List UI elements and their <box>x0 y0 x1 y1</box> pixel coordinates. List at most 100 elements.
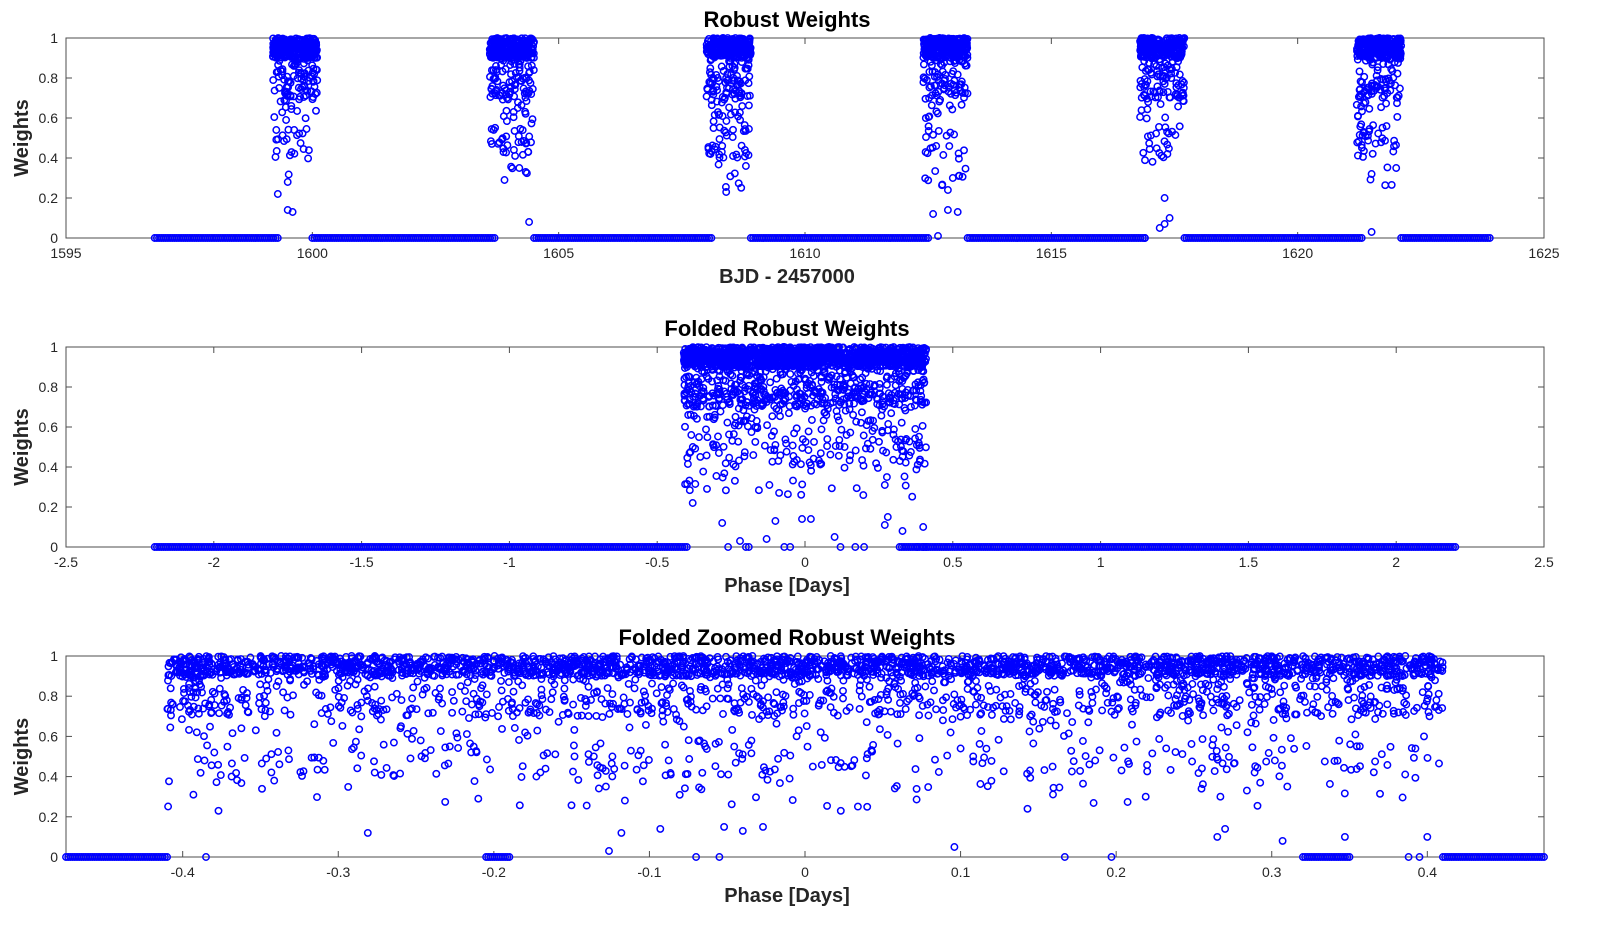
data-point <box>502 86 511 95</box>
x-tick-label: -2 <box>208 554 221 570</box>
data-point <box>502 106 511 115</box>
data-point <box>269 52 277 61</box>
data-point <box>517 77 526 86</box>
data-point <box>525 132 534 141</box>
data-point <box>519 40 527 49</box>
data-point <box>272 135 281 144</box>
data-point <box>489 74 498 83</box>
data-point <box>498 134 507 143</box>
data-point <box>507 70 515 79</box>
data-point <box>280 137 288 146</box>
x-tick-label: -1.5 <box>350 554 374 570</box>
data-point <box>721 128 730 137</box>
data-point <box>300 50 309 59</box>
data-point <box>498 51 507 60</box>
data-point <box>308 68 317 77</box>
data-point <box>273 37 281 46</box>
x-tick-label: -0.5 <box>645 554 669 570</box>
data-point <box>298 51 307 60</box>
data-point <box>285 51 294 60</box>
data-point <box>291 57 300 66</box>
x-tick-label: -1 <box>503 554 516 570</box>
data-point <box>737 183 746 192</box>
chart-title: Robust Weights <box>703 7 870 32</box>
data-point <box>514 98 522 107</box>
data-point <box>270 86 279 95</box>
y-tick-label: 1 <box>50 30 58 46</box>
data-point <box>509 34 518 43</box>
data-point <box>744 125 753 133</box>
data-point <box>489 125 498 134</box>
data-point <box>488 82 497 91</box>
x-tick-label: 1 <box>1097 554 1105 570</box>
data-point <box>304 146 313 155</box>
y-tick-label: 0.8 <box>39 70 59 86</box>
data-point <box>510 92 519 101</box>
data-point <box>515 66 524 75</box>
data-point <box>272 126 281 134</box>
data-point <box>510 55 518 64</box>
data-point <box>310 46 318 54</box>
robust-weights-panel: Robust Weights BJD - 2457000 Weights 159… <box>11 7 1560 288</box>
data-point <box>299 145 308 154</box>
data-point <box>312 41 321 50</box>
data-point <box>522 169 531 178</box>
y-tick-label: 0.8 <box>39 379 59 395</box>
data-point <box>514 132 523 141</box>
data-point <box>312 106 320 115</box>
data-point <box>302 34 311 43</box>
data-point <box>285 151 294 160</box>
data-point <box>924 234 933 242</box>
x-tick-label: 2 <box>1392 554 1400 570</box>
data-point <box>518 126 527 135</box>
x-axis-label: BJD - 2457000 <box>719 266 855 288</box>
data-point <box>308 72 317 81</box>
tick-group: 1595 1600 1605 1610 1615 1620 162500.20.40.60.… <box>39 30 1560 261</box>
data-point <box>507 162 516 171</box>
data-point <box>288 35 297 44</box>
data-point <box>301 91 310 100</box>
y-tick-label: 0.2 <box>39 499 59 515</box>
data-point <box>508 51 517 60</box>
x-tick-label: 0 <box>801 554 809 570</box>
x-tick-label: 1600 <box>297 245 328 261</box>
data-point <box>525 76 533 85</box>
data-point <box>313 76 322 85</box>
data-point <box>293 107 302 115</box>
y-tick-label: 1 <box>50 339 58 355</box>
data-point <box>488 35 497 44</box>
data-points <box>150 34 1494 242</box>
data-point <box>509 113 518 122</box>
data-point <box>278 71 287 80</box>
data-point <box>509 107 518 116</box>
data-point <box>529 42 538 51</box>
y-tick-label: 0 <box>50 230 58 246</box>
data-point <box>490 234 499 242</box>
chart-title: Folded Robust Weights <box>664 316 909 341</box>
x-tick-label: -2.5 <box>54 554 78 570</box>
data-point <box>273 234 282 242</box>
data-point <box>518 50 527 59</box>
data-point <box>728 133 737 142</box>
data-point <box>489 66 498 75</box>
x-tick-label: 1620 <box>1282 245 1313 261</box>
x-tick-label: 0.5 <box>943 554 963 570</box>
data-point <box>495 40 503 49</box>
data-point <box>528 115 537 124</box>
data-point <box>284 77 292 86</box>
data-point <box>722 117 731 125</box>
data-point <box>284 170 293 179</box>
data-point <box>503 141 512 150</box>
data-point <box>512 73 521 82</box>
x-tick-label: 1595 <box>50 245 81 261</box>
data-point <box>521 167 530 176</box>
data-point <box>519 84 528 93</box>
y-axis-label: Weights <box>11 408 33 485</box>
data-point <box>712 97 721 106</box>
data-point <box>522 97 531 106</box>
data-point <box>509 145 518 154</box>
data-point <box>271 153 280 161</box>
data-point <box>501 35 510 44</box>
data-point <box>282 116 291 124</box>
data-point <box>707 234 716 242</box>
